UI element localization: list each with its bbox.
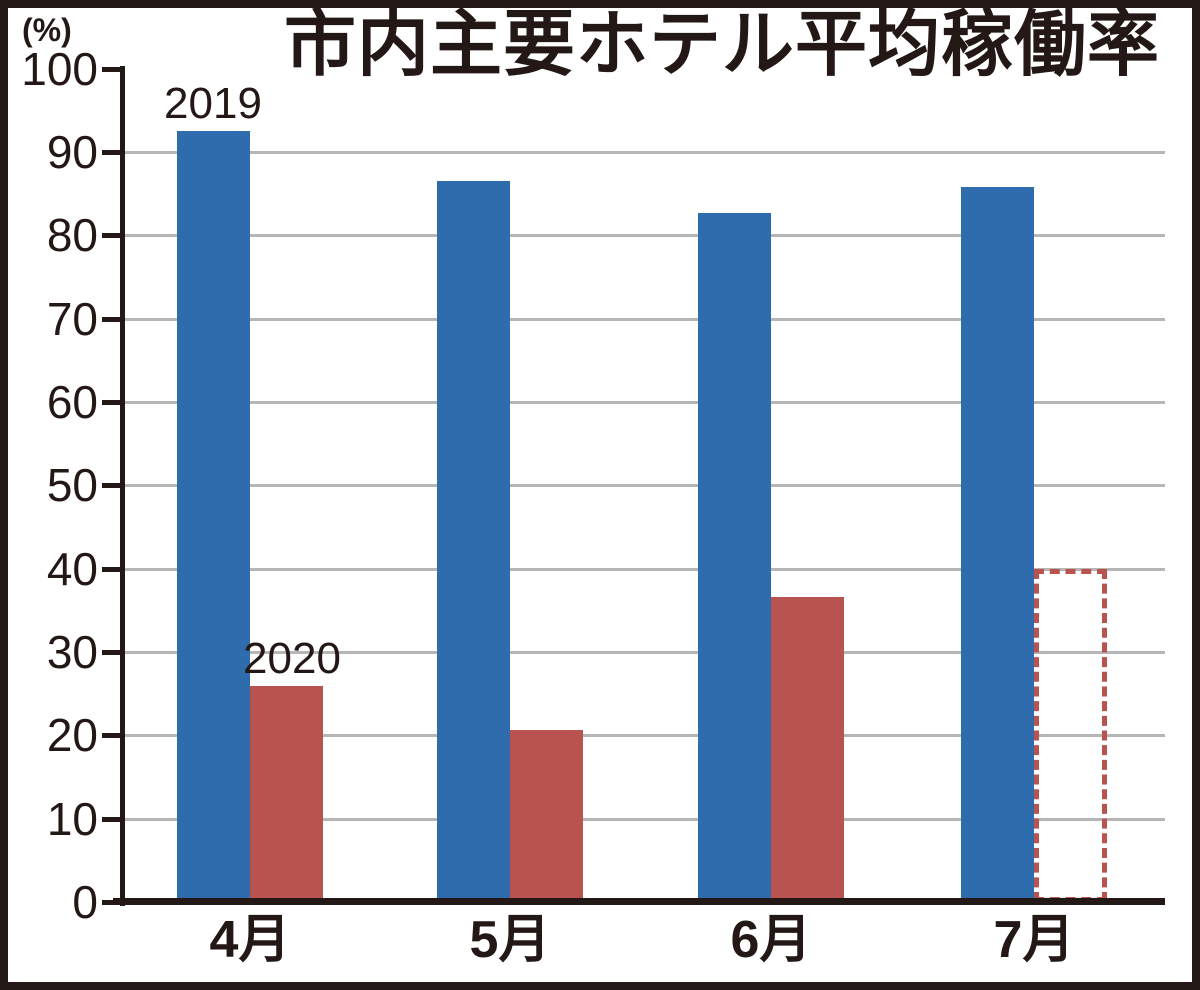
gridline-30 xyxy=(125,651,1165,654)
y-axis-tick-40 xyxy=(102,566,125,572)
y-axis-tick-label-30: 30 xyxy=(46,626,98,678)
y-axis-unit-label: (%) xyxy=(22,12,72,48)
y-axis-tick-100 xyxy=(102,66,125,72)
y-axis-tick-label-80: 80 xyxy=(46,209,98,262)
y-axis-tick-80 xyxy=(102,233,125,239)
x-axis-line xyxy=(113,898,1165,905)
x-axis-label-7月: 7月 xyxy=(993,911,1075,969)
gridline-50 xyxy=(125,484,1165,488)
bar-2019-7月 xyxy=(961,187,1034,902)
y-axis-tick-label-40: 40 xyxy=(46,542,98,595)
x-axis-label-6月: 6月 xyxy=(730,911,812,969)
gridline-40 xyxy=(125,567,1165,571)
gridline-10 xyxy=(125,817,1165,821)
y-axis-tick-label-20: 20 xyxy=(46,709,98,762)
y-axis-tick-0 xyxy=(102,900,125,905)
bar-2019-4月 xyxy=(177,131,250,902)
bar-2020-4月 xyxy=(250,686,323,902)
y-axis-tick-label-50: 50 xyxy=(46,459,98,512)
bar-2020-7月 xyxy=(1034,568,1107,902)
y-axis-tick-70 xyxy=(102,316,125,322)
chart-title: 市内主要ホテル平均稼働率 xyxy=(283,5,1160,85)
y-axis-tick-90 xyxy=(102,150,125,156)
bar-2020-5月 xyxy=(510,729,583,902)
y-axis-tick-label-0: 0 xyxy=(72,876,98,928)
gridline-70 xyxy=(125,317,1165,321)
x-axis-label-5月: 5月 xyxy=(469,911,551,969)
y-axis-tick-10 xyxy=(102,816,125,822)
y-axis-tick-label-90: 90 xyxy=(46,126,98,179)
y-axis-tick-50 xyxy=(102,483,125,489)
y-axis-tick-label-10: 10 xyxy=(46,792,98,845)
bar-2020-6月 xyxy=(771,597,844,902)
y-axis-tick-30 xyxy=(102,650,125,655)
bar-2019-6月 xyxy=(698,212,771,902)
y-axis-tick-label-70: 70 xyxy=(46,292,98,345)
y-axis-tick-label-100: 100 xyxy=(21,42,98,95)
gridline-80 xyxy=(125,234,1165,238)
y-axis-tick-label-60: 60 xyxy=(46,376,98,429)
series-label-2020: 2020 xyxy=(243,634,341,684)
y-axis-tick-60 xyxy=(102,400,125,406)
x-axis-label-4月: 4月 xyxy=(209,911,291,969)
series-label-2019: 2019 xyxy=(164,79,262,129)
y-axis-tick-20 xyxy=(102,733,125,739)
gridline-60 xyxy=(125,401,1165,405)
bar-2019-5月 xyxy=(437,181,510,902)
gridline-20 xyxy=(125,734,1165,738)
gridline-90 xyxy=(125,151,1165,155)
